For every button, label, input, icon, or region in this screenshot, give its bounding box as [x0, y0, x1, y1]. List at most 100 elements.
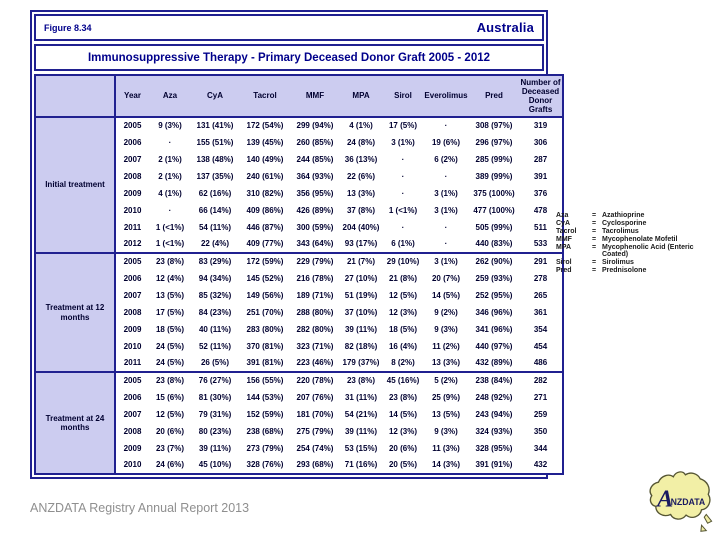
value-cell: 21 (8%)	[388, 273, 417, 283]
value-cell: 478	[533, 205, 548, 215]
value-cell: 37 (10%)	[344, 307, 378, 317]
legend-equals: =	[592, 220, 597, 227]
year-cell: 2010	[123, 205, 142, 215]
value-cell: 138 (48%)	[196, 154, 234, 164]
value-cell: 94 (34%)	[198, 273, 232, 283]
value-cell: 45 (10%)	[198, 460, 232, 470]
column-header: Year	[115, 75, 149, 118]
year-cell: 2006	[123, 273, 142, 283]
value-cell: 9 (3%)	[149, 116, 191, 134]
value-cell: 140 (49%)	[246, 154, 284, 164]
value-cell: 23 (8%)	[149, 252, 191, 270]
value-cell: 273 (79%)	[246, 443, 284, 453]
value-cell: 181 (70%)	[296, 409, 334, 419]
page-title: Immunosuppressive Therapy - Primary Dece…	[87, 51, 491, 64]
figure-label: Figure 8.34	[44, 22, 92, 33]
legend-item: MMF = Mycophenolate Mofetil	[556, 236, 718, 243]
year-cell: 2011	[123, 222, 142, 232]
legend-item: Sirol = Sirolimus	[556, 259, 718, 266]
year-cell: 2010	[123, 341, 142, 351]
value-cell: 344	[533, 443, 548, 453]
value-cell: 260 (85%)	[296, 137, 334, 147]
value-cell: 238 (68%)	[246, 426, 284, 436]
year-cell: 2008	[123, 171, 142, 181]
value-cell: 21 (7%)	[339, 252, 383, 270]
value-cell: 24 (6%)	[155, 460, 184, 470]
value-cell: 259 (93%)	[475, 273, 513, 283]
value-cell: 26 (5%)	[200, 358, 229, 368]
value-cell: 306	[533, 137, 548, 147]
value-cell: 20 (6%)	[155, 426, 184, 436]
value-cell: 139 (45%)	[246, 137, 284, 147]
region-label: Australia	[476, 20, 534, 35]
legend-item: MPA = Mycophenolic Acid (Enteric Coated)	[556, 244, 718, 258]
value-cell: 375 (100%)	[473, 188, 515, 198]
value-cell: ·	[168, 205, 172, 215]
value-cell: 3 (1%)	[434, 205, 458, 215]
value-cell: 172 (59%)	[239, 252, 291, 270]
value-cell: 24 (5%)	[155, 341, 184, 351]
legend-full-name: Mycophenolate Mofetil	[602, 236, 678, 243]
value-cell: 15 (6%)	[155, 392, 184, 402]
legend-item: Tacrol = Tacrolimus	[556, 228, 718, 235]
value-cell: 12 (5%)	[155, 409, 184, 419]
australia-map-icon: A NZDATA	[649, 471, 713, 532]
value-cell: 262 (90%)	[469, 252, 519, 270]
corner-cell	[35, 75, 116, 118]
column-header: Number of Deceased Donor Grafts	[519, 75, 563, 118]
value-cell: 20 (6%)	[388, 443, 417, 453]
content-frame: Figure 8.34 Australia Immunosuppressive …	[30, 10, 564, 479]
value-cell: 145 (52%)	[246, 273, 284, 283]
value-cell: 13 (5%)	[431, 409, 460, 419]
value-cell: 440 (83%)	[475, 239, 513, 249]
legend-abbr: Aza	[556, 212, 569, 219]
value-cell: 17 (5%)	[155, 307, 184, 317]
legend-equals: =	[592, 267, 597, 274]
value-cell: 328 (95%)	[475, 443, 513, 453]
value-cell: 37 (8%)	[346, 205, 375, 215]
year-cell: 2009	[123, 188, 142, 198]
value-cell: 84 (23%)	[198, 307, 232, 317]
year-cell: 2007	[123, 290, 142, 300]
value-cell: 39 (11%)	[198, 443, 232, 453]
value-cell: 254 (74%)	[296, 443, 334, 453]
value-cell: 9 (3%)	[434, 426, 458, 436]
year-cell: 2011	[123, 358, 142, 368]
year-cell: 2008	[123, 307, 142, 317]
value-cell: 454	[533, 341, 548, 351]
value-cell: 149 (56%)	[246, 290, 284, 300]
column-header: MPA	[339, 75, 383, 118]
year-cell: 2005	[115, 252, 149, 270]
year-cell: 2012	[123, 239, 142, 249]
legend-full-name: Cyclosporine	[602, 220, 647, 227]
legend-abbr: CyA	[556, 220, 571, 227]
logo-letter-a: A	[655, 485, 673, 512]
value-cell: 20 (7%)	[431, 273, 460, 283]
value-cell: 278	[533, 273, 548, 283]
value-cell: 27 (10%)	[344, 273, 378, 283]
value-cell: 11 (2%)	[432, 341, 460, 351]
value-cell: 216 (78%)	[296, 273, 334, 283]
row-group-label: Initial treatment	[35, 116, 116, 253]
value-cell: 300 (59%)	[296, 222, 334, 232]
value-cell: 29 (10%)	[383, 252, 423, 270]
value-cell: 432	[533, 460, 548, 470]
value-cell: 189 (71%)	[296, 290, 334, 300]
value-cell: 229 (79%)	[291, 252, 339, 270]
legend-equals: =	[592, 236, 597, 243]
value-cell: 39 (11%)	[344, 324, 378, 334]
column-header: Tacrol	[239, 75, 291, 118]
value-cell: 36 (13%)	[344, 154, 378, 164]
value-cell: 223 (46%)	[296, 358, 334, 368]
value-cell: 308 (97%)	[469, 116, 519, 134]
value-cell: 343 (64%)	[296, 239, 334, 249]
value-cell: 22 (4%)	[200, 239, 229, 249]
value-cell: 152 (59%)	[246, 409, 284, 419]
value-cell: 1 (<1%)	[388, 205, 418, 215]
value-cell: 3 (1%)	[434, 188, 458, 198]
value-cell: 62 (16%)	[198, 188, 232, 198]
legend-full-name: Azathioprine	[602, 212, 645, 219]
value-cell: 3 (1%)	[423, 252, 469, 270]
value-cell: 356 (95%)	[296, 188, 334, 198]
value-cell: 389 (99%)	[475, 171, 513, 181]
